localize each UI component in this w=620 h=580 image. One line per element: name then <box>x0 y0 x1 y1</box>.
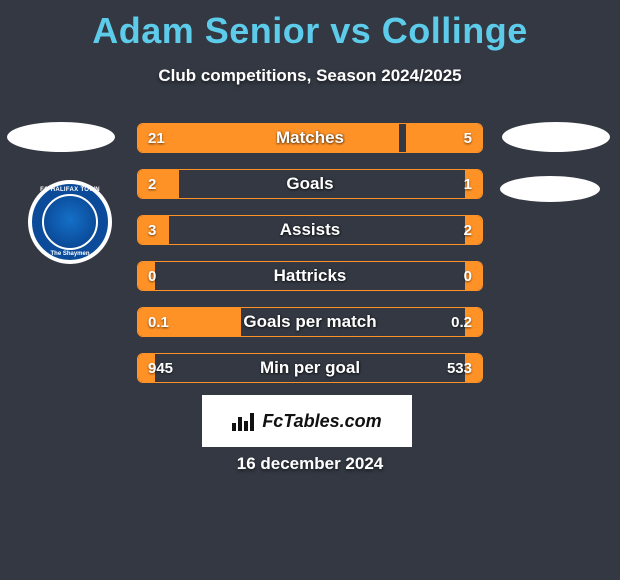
stat-label: Goals <box>138 170 482 198</box>
player-badge-left <box>7 122 115 152</box>
comparison-date: 16 december 2024 <box>0 454 620 474</box>
club-crest: FC HALIFAX TOWN The Shaymen <box>28 180 112 264</box>
brand-box: FcTables.com <box>202 395 412 447</box>
stat-row: 215Matches <box>137 123 483 153</box>
player-badge-right-1 <box>502 122 610 152</box>
comparison-subtitle: Club competitions, Season 2024/2025 <box>0 66 620 86</box>
stat-row: 21Goals <box>137 169 483 199</box>
stat-label: Goals per match <box>138 308 482 336</box>
crest-text-bottom: The Shaymen <box>32 251 108 257</box>
crest-inner-icon <box>42 194 98 250</box>
stat-label: Hattricks <box>138 262 482 290</box>
stat-row: 0.10.2Goals per match <box>137 307 483 337</box>
brand-icon <box>232 411 256 431</box>
player-badge-right-2 <box>500 176 600 202</box>
comparison-title: Adam Senior vs Collinge <box>0 0 620 52</box>
stat-row: 00Hattricks <box>137 261 483 291</box>
stat-row: 945533Min per goal <box>137 353 483 383</box>
stat-bars: 215Matches 21Goals 32Assists 00Hattricks 0.1… <box>137 123 483 399</box>
brand-text: FcTables.com <box>262 411 381 432</box>
stat-label: Matches <box>138 124 482 152</box>
stat-label: Min per goal <box>138 354 482 382</box>
crest-text-top: FC HALIFAX TOWN <box>32 187 108 193</box>
stat-label: Assists <box>138 216 482 244</box>
stat-row: 32Assists <box>137 215 483 245</box>
